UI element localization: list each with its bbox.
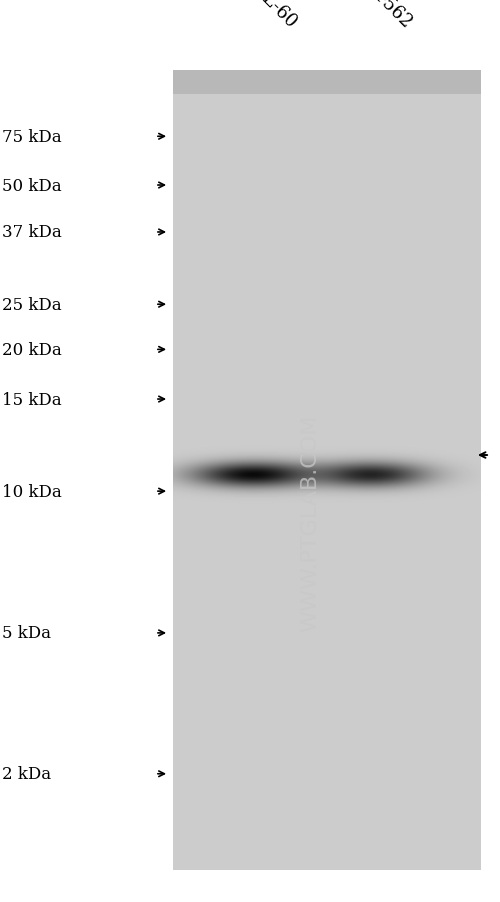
Text: WWW.PTGLAB.COM: WWW.PTGLAB.COM <box>300 415 320 631</box>
Text: 5 kDa: 5 kDa <box>2 625 51 641</box>
Text: 25 kDa: 25 kDa <box>2 297 62 313</box>
Text: 2 kDa: 2 kDa <box>2 766 51 782</box>
Text: 50 kDa: 50 kDa <box>2 178 62 194</box>
Text: 15 kDa: 15 kDa <box>2 391 62 408</box>
Text: 20 kDa: 20 kDa <box>2 342 62 358</box>
Text: 75 kDa: 75 kDa <box>2 129 62 145</box>
Text: 37 kDa: 37 kDa <box>2 225 62 241</box>
Text: HL-60: HL-60 <box>248 0 300 32</box>
Text: K-562: K-562 <box>365 0 415 32</box>
Text: 10 kDa: 10 kDa <box>2 483 62 500</box>
